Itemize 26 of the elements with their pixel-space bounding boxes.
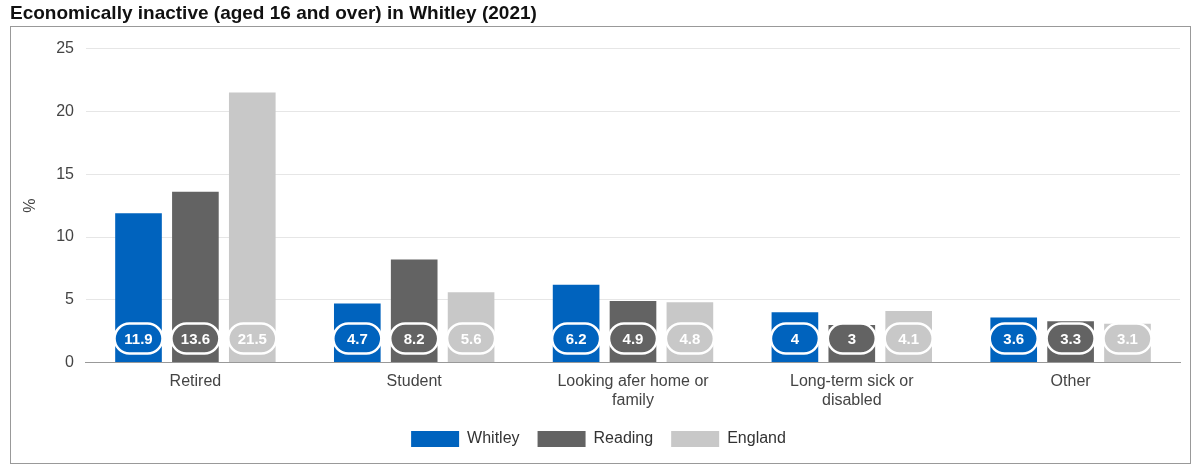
y-tick-label: 25 [56,39,75,57]
y-tick-label: 0 [65,353,75,371]
data-label: 3.3 [1060,329,1082,347]
legend-label: Reading [593,429,654,447]
chart-title: Economically inactive (aged 16 and over) in Whitley (2021) [10,1,538,25]
data-label: 3 [847,329,856,347]
y-tick-label: 5 [65,290,75,308]
legend-label: Whitley [467,429,520,447]
data-label: 4.9 [622,329,644,347]
y-axis-title: % [21,198,39,213]
x-tick-label: Looking afer home or family [557,371,710,408]
data-label: 4 [790,329,800,347]
data-label: 8.2 [403,329,425,347]
y-tick-label: 15 [56,164,75,182]
x-tick-label: Long-term sick or disabled [790,371,915,408]
y-tick-label: 20 [56,101,75,119]
x-tick-label: Other [1050,371,1092,389]
y-tick-label: 10 [56,227,75,245]
data-label: 13.6 [180,329,210,347]
x-tick-label: Student [386,371,443,389]
data-label: 11.9 [124,329,153,347]
data-label: 3.6 [1003,329,1025,347]
data-label: 4.7 [346,329,368,347]
legend-label: England [727,429,786,447]
x-tick-label: Retired [169,371,222,389]
data-label: 6.2 [565,329,587,347]
